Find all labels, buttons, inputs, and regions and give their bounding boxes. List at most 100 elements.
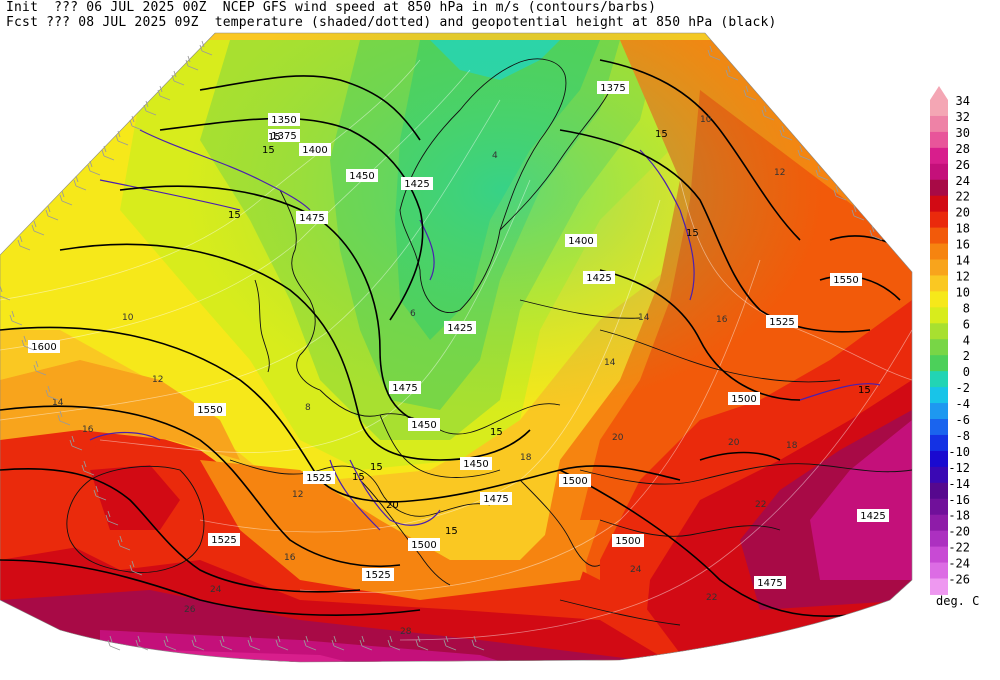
temp-label: 18: [520, 453, 532, 463]
legend-label: -26: [948, 573, 970, 587]
height-label: 1500: [615, 536, 640, 547]
wind-barb: [129, 115, 143, 131]
wind-barb: [303, 635, 317, 651]
legend-label: 4: [963, 333, 970, 347]
wind-barb: [17, 235, 31, 251]
legend-swatch: [930, 100, 948, 117]
wind-barb: [9, 310, 23, 326]
legend-label: -20: [948, 525, 970, 539]
wind-barb: [359, 635, 373, 651]
legend-swatch: [930, 211, 948, 229]
legend-swatch: [930, 227, 948, 245]
legend-swatch: [930, 403, 948, 420]
legend-label: -6: [956, 413, 970, 427]
wind-label: 15: [490, 427, 503, 438]
temp-label: 22: [755, 500, 766, 510]
legend-label: 14: [956, 254, 970, 268]
height-label: 1475: [299, 213, 324, 224]
height-label: 1500: [411, 540, 436, 551]
legend-label: -18: [948, 509, 970, 523]
coastlines: [66, 58, 912, 626]
legend-label: 20: [956, 206, 970, 220]
height-label: 1450: [463, 459, 488, 470]
legend-swatch: [930, 387, 948, 404]
legend-swatch: [930, 243, 948, 260]
temp-label: 28: [400, 627, 412, 637]
wind-barb: [129, 560, 143, 576]
header-forecast: Fcst ??? 08 JUL 2025 09Z temperature (sh…: [6, 15, 777, 30]
legend-label: -10: [948, 445, 970, 459]
wind-barb: [815, 165, 829, 181]
wind-barb: [171, 70, 185, 86]
wind-labels: 15 15 15 15 15 15 15 15 15 20 15: [228, 129, 871, 537]
wind-contours: [89, 129, 881, 531]
legend-swatch: [930, 259, 948, 276]
legend-label: -22: [948, 541, 970, 555]
height-label: 1475: [392, 383, 417, 394]
wind-barb: [117, 535, 131, 551]
temp-label: 12: [292, 490, 303, 500]
legend-swatch: [930, 275, 948, 292]
wind-label: 15: [228, 210, 241, 221]
height-label: 1600: [31, 342, 56, 353]
wind-barb: [57, 410, 71, 426]
temp-label: 6: [410, 309, 416, 319]
temp-label: 14: [638, 313, 650, 323]
wind-label: 15: [445, 526, 458, 537]
temp-label: 4: [492, 151, 498, 161]
height-label: 1425: [586, 273, 611, 284]
legend-swatch: [930, 562, 948, 579]
wind-barb: [199, 40, 213, 56]
legend-swatch: [930, 578, 948, 595]
temp-label: 10: [122, 313, 134, 323]
temp-label: 8: [305, 403, 311, 413]
height-contours: [0, 59, 912, 618]
map-boundary: [0, 32, 913, 663]
wind-barb: [0, 285, 11, 301]
wind-barb: [725, 65, 739, 81]
height-label: 1500: [562, 476, 587, 487]
wind-barb: [869, 225, 883, 241]
wind-barb: [761, 105, 775, 121]
wind-barb: [59, 190, 73, 206]
legend-swatch: [930, 307, 948, 324]
temp-label: 22: [706, 593, 717, 603]
legend-label: -14: [948, 477, 970, 491]
wind-barb: [93, 485, 107, 501]
temp-label: 14: [604, 358, 616, 368]
wind-barb: [443, 635, 457, 651]
legend-label: -12: [948, 461, 970, 475]
wind-barb: [471, 635, 485, 651]
legend-label: 22: [956, 190, 970, 204]
wind-label: 15: [262, 145, 275, 156]
height-label: 1475: [483, 494, 508, 505]
legend-swatch: [930, 147, 948, 165]
legend-label: 30: [956, 126, 970, 140]
temp-label: 24: [630, 565, 642, 575]
wind-barbs: [0, 40, 883, 651]
wind-barb: [81, 460, 95, 476]
wind-barb: [797, 145, 811, 161]
header-init: Init ??? 06 JUL 2025 00Z NCEP GFS wind s…: [6, 0, 656, 15]
legend-label: 26: [956, 158, 970, 172]
temp-label: 26: [184, 605, 196, 615]
legend-swatch: [930, 323, 948, 340]
legend-swatch: [930, 371, 948, 388]
height-label: 1400: [302, 145, 327, 156]
height-label: 1525: [211, 535, 236, 546]
wind-barb: [45, 385, 59, 401]
height-label: 1550: [197, 405, 222, 416]
legend-label: 8: [963, 301, 970, 315]
isotherm-lines: [0, 59, 912, 641]
legend-label: 2: [963, 349, 970, 363]
height-label: 1425: [860, 511, 885, 522]
temp-label: 12: [152, 375, 163, 385]
legend-label: 10: [956, 285, 970, 299]
wind-label: 15: [268, 132, 281, 143]
subtitle-line: temperature (shaded/dotted) and geopoten…: [214, 15, 777, 30]
legend-label: 0: [963, 365, 970, 379]
legend-label: -2: [956, 381, 970, 395]
height-label: 1550: [833, 275, 858, 286]
title-line: NCEP GFS wind speed at 850 hPa in m/s (c…: [222, 0, 657, 15]
